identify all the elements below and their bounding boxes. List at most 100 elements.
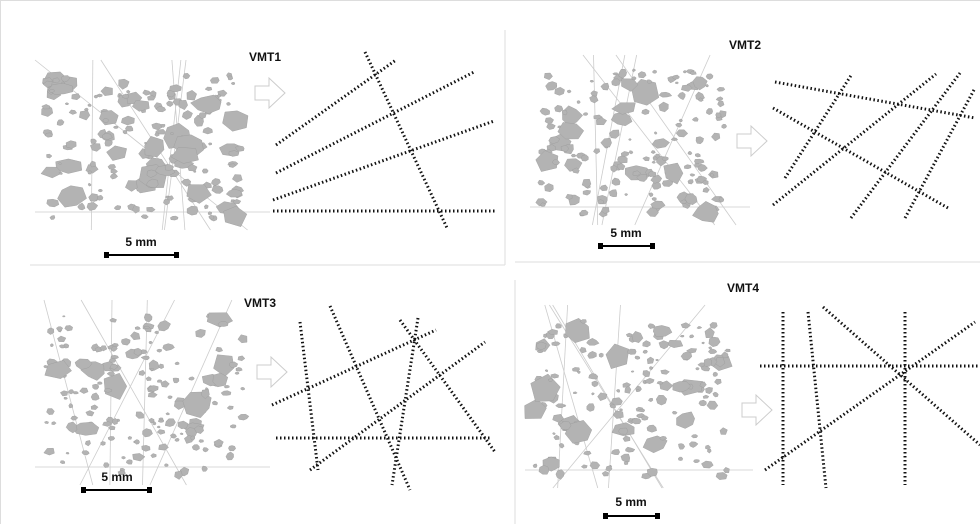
aggregate	[626, 333, 632, 337]
aggregate	[649, 193, 653, 197]
aggregate	[590, 462, 600, 469]
aggregate	[716, 97, 723, 101]
aggregate	[111, 169, 118, 174]
aggregate	[643, 350, 648, 353]
aggregate	[211, 178, 220, 185]
aggregate	[676, 123, 683, 127]
aggregate	[609, 130, 619, 139]
aggregate	[144, 326, 150, 329]
aggregate	[85, 440, 90, 446]
aggregate	[583, 190, 591, 195]
aggregate	[47, 154, 53, 158]
aggregate	[210, 77, 219, 83]
aggregate	[73, 392, 78, 395]
aggregate	[590, 80, 594, 82]
aggregate	[146, 377, 151, 381]
aggregate	[65, 325, 73, 331]
aggregate	[141, 215, 148, 219]
aggregate	[143, 90, 151, 96]
aggregate	[643, 157, 650, 161]
aggregate	[178, 421, 188, 429]
aggregate	[591, 393, 594, 396]
aggregate	[619, 409, 622, 412]
aggregate	[168, 196, 174, 201]
aggregate	[704, 358, 712, 366]
aggregate	[107, 146, 127, 161]
aggregate	[158, 321, 171, 332]
panel-title: VMT3	[244, 296, 276, 310]
aggregate	[678, 92, 686, 100]
aggregate	[64, 397, 68, 399]
aggregate	[80, 388, 89, 394]
aggregate	[573, 392, 577, 394]
aggregate	[647, 80, 652, 84]
aggregate	[161, 381, 170, 388]
aggregate	[50, 215, 55, 219]
scale-label: 5 mm	[125, 235, 156, 249]
aggregate	[57, 120, 64, 126]
aggregate	[238, 335, 247, 343]
scale-label: 5 mm	[610, 226, 641, 240]
scan-guide	[608, 305, 620, 488]
aggregate	[553, 433, 556, 435]
aggregate	[577, 101, 581, 104]
aggregate	[545, 183, 554, 191]
aggregate	[151, 454, 157, 458]
aggregate	[680, 335, 684, 337]
aggregate	[545, 118, 554, 124]
aggregate	[629, 151, 633, 154]
aggregate	[204, 205, 208, 209]
aggregate	[88, 183, 91, 186]
aggregate	[697, 326, 702, 329]
aggregate	[621, 454, 630, 462]
aggregate	[147, 207, 156, 212]
aggregate	[110, 318, 117, 322]
aggregate	[125, 181, 137, 192]
aggregate	[632, 418, 641, 424]
aggregate	[628, 349, 637, 355]
aggregate	[705, 387, 712, 394]
aggregate	[155, 133, 160, 137]
aggregate	[580, 210, 588, 215]
aggregate	[228, 446, 235, 451]
aggregate	[57, 336, 66, 342]
aggregate	[590, 96, 599, 103]
aggregate	[49, 89, 54, 92]
aggregate	[544, 73, 552, 80]
aggregate	[66, 141, 76, 149]
aggregate	[623, 383, 631, 388]
scale-label: 5 mm	[101, 470, 132, 484]
aggregate	[725, 349, 731, 352]
aggregate	[159, 444, 169, 451]
aggregate	[108, 436, 115, 440]
aggregate	[641, 416, 648, 421]
aggregate	[598, 393, 607, 401]
aggregate	[227, 102, 231, 105]
aggregate	[571, 154, 576, 157]
aggregate	[545, 370, 548, 372]
aggregate	[69, 390, 74, 395]
aggregate	[126, 460, 132, 465]
aggregate	[174, 401, 184, 410]
aggregate	[152, 123, 162, 130]
aggregate	[148, 392, 157, 397]
aggregate	[98, 382, 103, 385]
aggregate	[684, 165, 691, 169]
aggregate	[241, 387, 245, 390]
scale-bars	[81, 243, 660, 519]
aggregate	[94, 95, 98, 98]
aggregate	[142, 445, 150, 451]
aggregate	[693, 460, 699, 463]
aggregate	[584, 451, 592, 455]
aggregate	[556, 324, 562, 329]
aggregate	[187, 90, 197, 100]
aggregate	[577, 371, 580, 374]
aggregate	[711, 133, 720, 141]
aggregate	[675, 82, 678, 84]
aggregate	[122, 456, 126, 459]
aggregate	[103, 463, 109, 468]
aggregate	[706, 74, 713, 80]
aggregate	[226, 452, 234, 460]
aggregate	[606, 466, 612, 472]
aggregate	[182, 110, 192, 119]
